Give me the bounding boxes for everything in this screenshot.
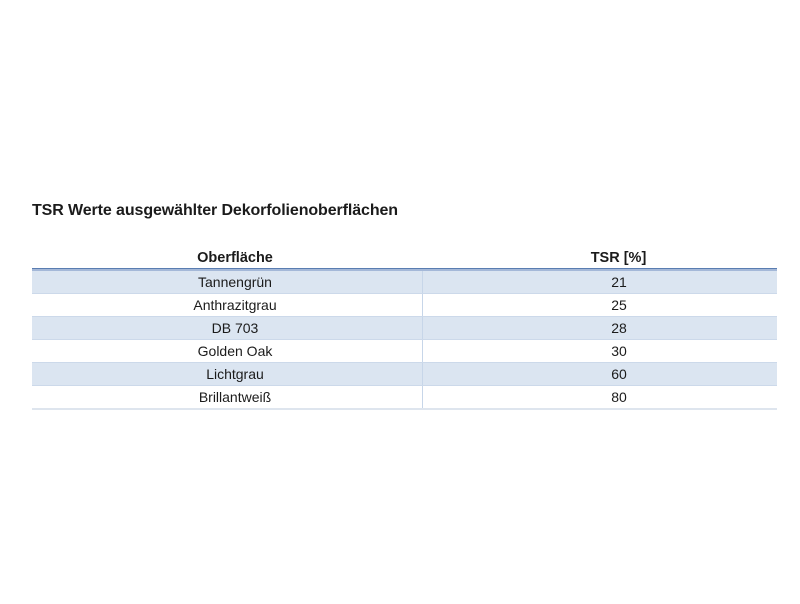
table-title: TSR Werte ausgewählter Dekorfolienoberfl… — [32, 202, 398, 219]
surface-cell: Brillantweiß — [198, 389, 272, 405]
surface-cell: Tannengrün — [198, 274, 272, 290]
table-row: Golden Oak 30 — [32, 340, 777, 363]
column-header-oberflaeche: Oberfläche — [197, 250, 273, 266]
table-body: Tannengrün 21 Anthrazitgrau 25 DB 703 28… — [32, 271, 777, 410]
table-row: Brillantweiß 80 — [32, 386, 777, 410]
tsr-value-cell: 60 — [422, 363, 777, 385]
tsr-value-cell: 80 — [422, 386, 777, 408]
table-header-row: Oberfläche TSR [%] — [32, 248, 777, 268]
tsr-value-cell: 25 — [422, 294, 777, 316]
tsr-table: Oberfläche TSR [%] Tannengrün 21 Anthraz… — [32, 248, 777, 410]
column-header-tsr: TSR [%] — [590, 250, 647, 266]
surface-cell: DB 703 — [211, 320, 259, 336]
table-row: Tannengrün 21 — [32, 271, 777, 294]
tsr-value-cell: 30 — [422, 340, 777, 362]
surface-cell: Anthrazitgrau — [193, 297, 277, 313]
surface-cell: Lichtgrau — [206, 366, 264, 382]
table-row: Lichtgrau 60 — [32, 363, 777, 386]
surface-cell: Golden Oak — [197, 343, 273, 359]
table-row: Anthrazitgrau 25 — [32, 294, 777, 317]
table-row: DB 703 28 — [32, 317, 777, 340]
header-divider-rule — [32, 268, 777, 271]
tsr-value-cell: 28 — [422, 317, 777, 339]
tsr-value-cell: 21 — [422, 271, 777, 293]
